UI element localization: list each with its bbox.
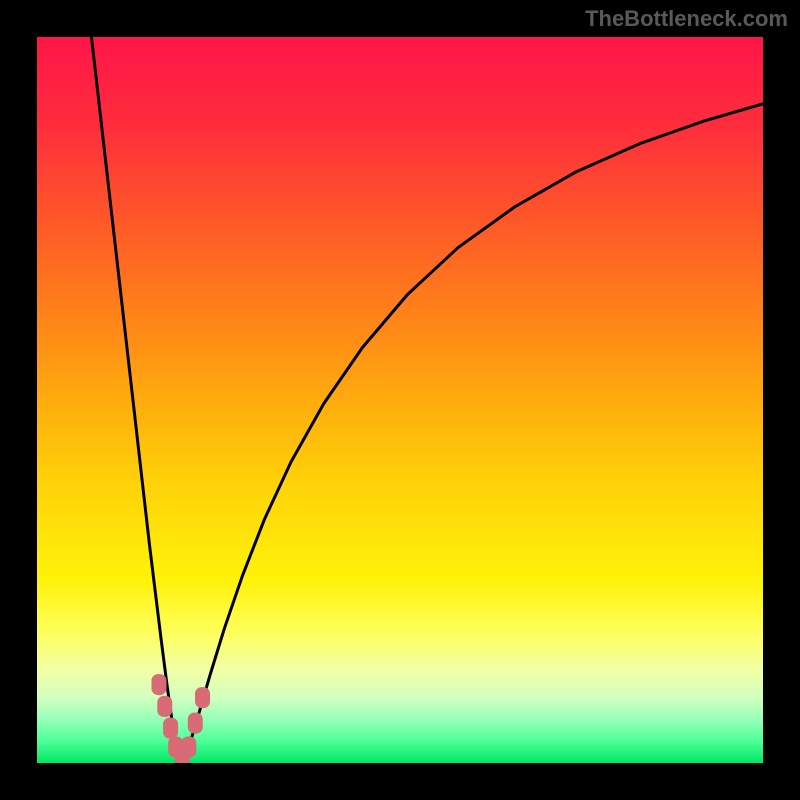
chart-frame: TheBottleneck.com [0,0,800,800]
watermark-text: TheBottleneck.com [585,6,788,32]
bottleneck-curve [91,37,763,763]
vertex-marker [152,675,166,695]
curve-layer [37,37,763,763]
plot-area [37,37,763,763]
vertex-marker [196,688,210,708]
vertex-marker [164,718,178,738]
vertex-marker [188,713,202,733]
vertex-marker [158,696,172,716]
vertex-marker [182,737,196,757]
